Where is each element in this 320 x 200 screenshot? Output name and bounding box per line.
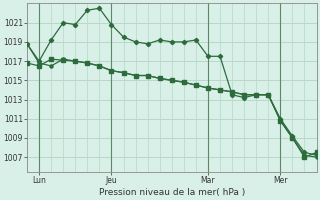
X-axis label: Pression niveau de la mer( hPa ): Pression niveau de la mer( hPa ) — [99, 188, 245, 197]
